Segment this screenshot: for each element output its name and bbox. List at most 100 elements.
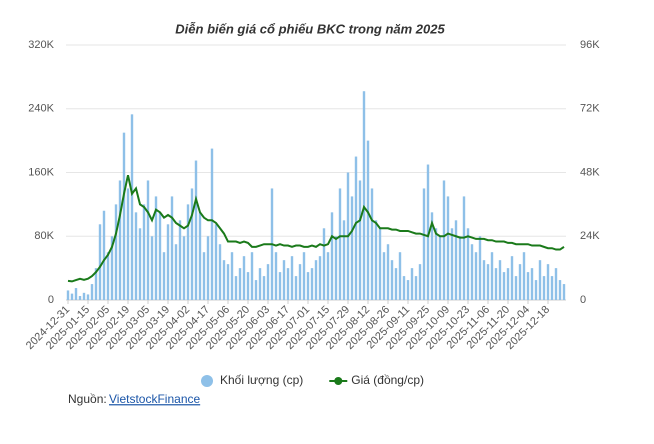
volume-bar [290,256,294,300]
volume-bar [86,294,90,300]
volume-bar [78,296,82,300]
source-label: Nguồn: [68,392,107,406]
volume-bar [386,244,390,300]
volume-bar [438,236,442,300]
price-line [67,174,565,283]
volume-bar [494,268,498,300]
volume-bar [350,196,354,300]
volume-bar [318,256,322,300]
volume-bar [142,204,146,300]
legend-marker [334,377,343,385]
volume-bar [298,264,302,300]
volume-bar [302,252,306,300]
volume-bar [314,260,318,300]
volume-bar [286,268,290,300]
volume-bar [222,260,226,300]
volume-bar [338,188,342,300]
volume-bar [358,180,362,300]
volume-bar [258,268,262,300]
volume-bar [234,276,238,300]
volume-bar [450,228,454,300]
volume-bar [550,276,554,300]
volume-bar [418,264,422,300]
volume-bar [178,220,182,300]
source-link[interactable]: VietstockFinance [109,392,200,406]
volume-bar [230,252,234,300]
volume-bar [506,268,510,300]
y-tick-label: 160K [28,166,54,178]
volume-bar [398,252,402,300]
volume-bar [366,140,370,300]
volume-bar [250,252,254,300]
volume-bar [254,280,258,300]
volume-bar [562,284,566,300]
volume-bar [538,260,542,300]
y2-tick-label: 24K [580,230,600,242]
volume-bar [202,252,206,300]
volume-bar [174,244,178,300]
y-tick-label: 240K [28,103,54,115]
volume-bar [278,272,282,300]
volume-bar [226,264,230,300]
volume-bar [242,256,246,300]
volume-bar [474,252,478,300]
volume-bar [282,260,286,300]
volume-bar [370,188,374,300]
volume-bar [70,293,74,300]
volume-bar [374,220,378,300]
volume-bar [274,252,278,300]
volume-bar [478,236,482,300]
volume-bar [190,188,194,300]
volume-bar [198,212,202,300]
volume-bar [114,204,118,300]
y-tick-label: 0 [48,294,54,306]
volume-bar [294,276,298,300]
y-tick-label: 80K [34,230,54,242]
volume-bar [138,228,142,300]
volume-bar [454,220,458,300]
volume-bar [322,228,326,300]
volume-bar [490,252,494,300]
volume-bar [330,212,334,300]
volume-bar [218,244,222,300]
volume-bar [414,276,418,300]
volume-bar [82,292,86,300]
y-tick-label: 320K [28,39,54,51]
volume-bar [166,224,170,300]
volume-bar [90,284,94,300]
volume-bar [518,264,522,300]
volume-bar [354,156,358,300]
volume-bar [434,228,438,300]
volume-bar [334,236,338,300]
volume-bar [402,276,406,300]
volume-bar [362,91,366,300]
volume-bar [498,260,502,300]
volume-bar [410,268,414,300]
volume-bar [146,180,150,300]
volume-bar [246,272,250,300]
volume-bar [102,210,106,300]
y2-tick-label: 72K [580,103,600,115]
volume-bar [126,188,130,300]
y2-tick-label: 0 [580,294,586,306]
volume-bar [74,288,78,300]
volume-bar [194,160,198,300]
volume-bar [134,212,138,300]
volume-bar [170,196,174,300]
volume-bar [150,236,154,300]
volume-bar [426,164,430,300]
volume-bar [554,268,558,300]
volume-bar [186,204,190,300]
volume-bar [118,180,122,300]
volume-bar [306,272,310,300]
chart-title: Diễn biến giá cổ phiếu BKC trong năm 202… [175,21,445,36]
volume-bar [446,196,450,300]
volume-bar [98,224,102,300]
y2-tick-label: 96K [580,39,600,51]
y2-tick-label: 48K [580,166,600,178]
volume-bar [522,252,526,300]
legend-marker [201,375,213,387]
volume-bar [542,276,546,300]
volume-bar [158,212,162,300]
